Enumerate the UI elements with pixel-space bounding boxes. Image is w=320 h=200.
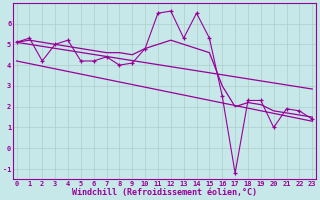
X-axis label: Windchill (Refroidissement éolien,°C): Windchill (Refroidissement éolien,°C) [72,188,257,197]
